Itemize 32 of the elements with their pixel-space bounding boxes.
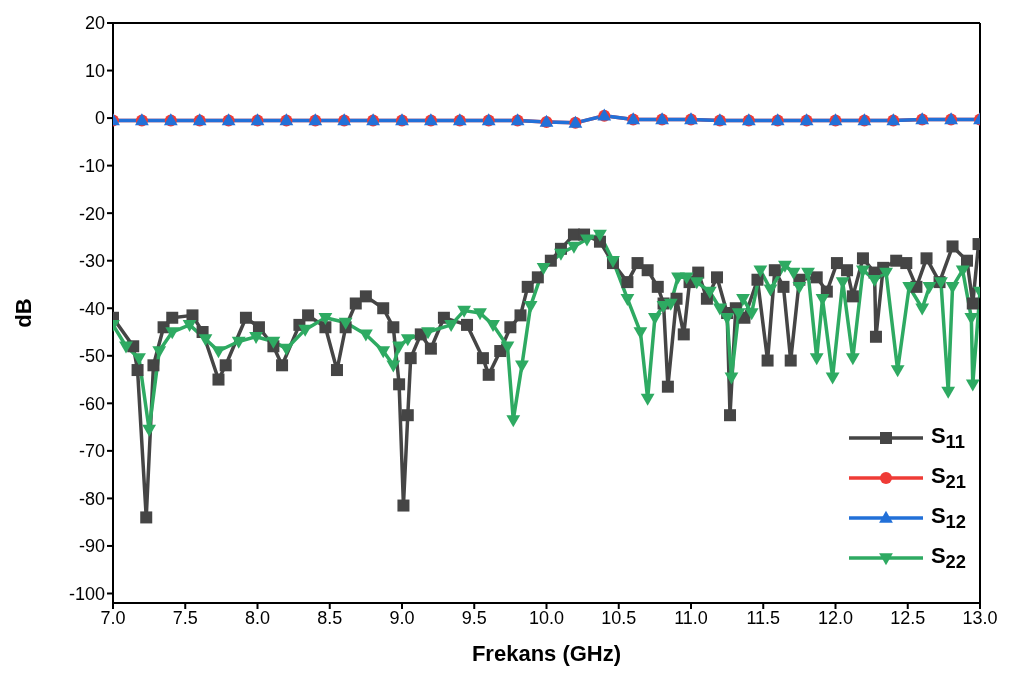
x-tick-label: 9.0	[389, 607, 415, 628]
y-tick-label: 0	[94, 108, 105, 129]
x-tick-label: 12.5	[890, 607, 926, 628]
y-tick-label: 10	[84, 60, 105, 81]
x-tick-label: 11.5	[746, 607, 781, 628]
x-tick-label: 7.5	[172, 607, 198, 628]
x-tick-label: 12.0	[817, 607, 854, 628]
legend-label: S$_{21}$	[930, 462, 966, 494]
y-axis-title: dB	[10, 298, 36, 328]
legend-label: S$_{12}$	[930, 502, 966, 534]
legend-label: S$_{22}$	[930, 542, 966, 574]
y-tick-label: -50	[78, 346, 105, 367]
y-tick-label: -100	[68, 583, 105, 604]
x-axis-title: Frekans (GHz)	[471, 641, 622, 666]
y-tick-label: 20	[84, 13, 105, 34]
x-tick-label: 8.0	[244, 607, 271, 628]
x-tick-label: 9.5	[461, 607, 487, 628]
y-tick-label: -60	[78, 393, 105, 414]
legend-label: S$_{11}$	[930, 422, 965, 454]
y-tick-label: -70	[78, 441, 105, 462]
x-tick-label: 10.0	[528, 607, 565, 628]
y-tick-label: -40	[78, 298, 105, 319]
y-tick-label: -90	[78, 536, 105, 557]
y-tick-label: -10	[78, 156, 105, 177]
x-tick-label: 13.0	[962, 607, 998, 628]
y-tick-label: -30	[78, 251, 105, 272]
x-tick-label: 10.5	[601, 607, 637, 628]
x-tick-label: 7.0	[100, 607, 126, 628]
y-tick-label: -20	[78, 203, 105, 224]
x-tick-label: 11.0	[674, 607, 708, 628]
y-tick-label: -80	[78, 488, 105, 509]
x-tick-label: 8.5	[317, 607, 343, 628]
